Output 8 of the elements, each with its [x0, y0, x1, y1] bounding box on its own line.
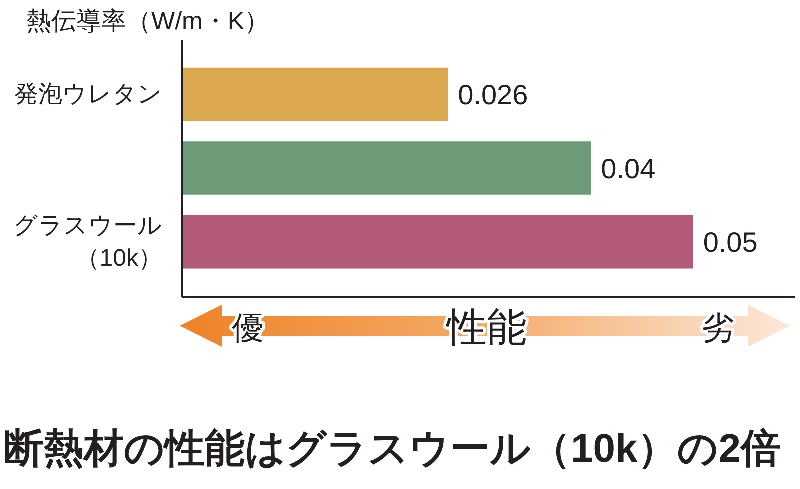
- data-label: 0.04: [601, 153, 656, 184]
- y-tick-label: グラスウール（10k）: [14, 212, 163, 272]
- data-label: 0.05: [703, 227, 758, 258]
- chart-title: 熱伝導率（W/m・K）: [26, 8, 270, 36]
- data-label: 0.026: [458, 79, 528, 110]
- text: 劣: [702, 310, 734, 346]
- text: 断熱材の性能はグラスウール（10k）の2倍: [4, 427, 781, 471]
- y-tick-label: 発泡ウレタン: [14, 80, 162, 108]
